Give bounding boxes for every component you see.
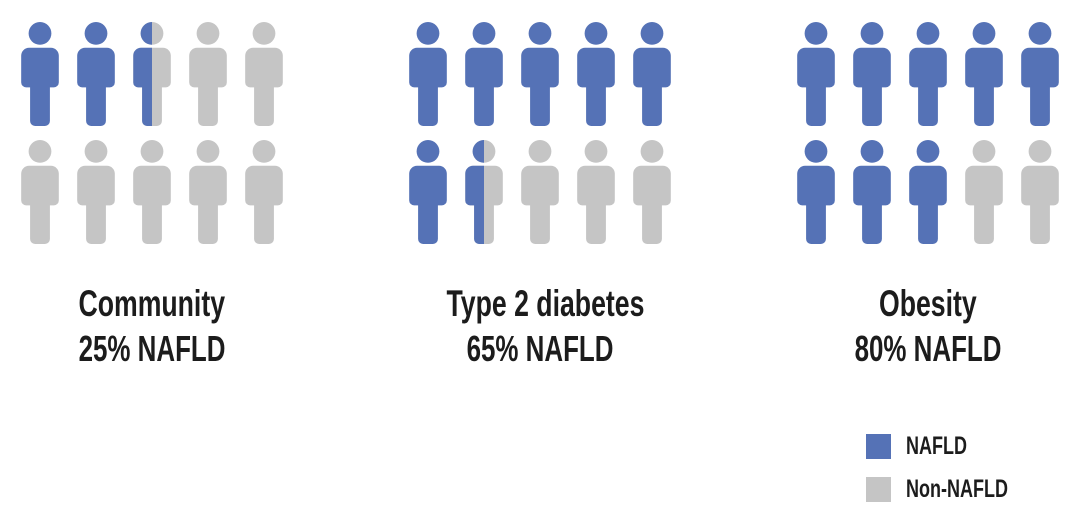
person-icon-nafld [20, 22, 60, 126]
person-icon-nafld [796, 22, 836, 126]
person-icon-nafld [632, 22, 672, 126]
person-icon-non-nafld [20, 140, 60, 244]
person-icon-non-nafld [520, 140, 560, 244]
group-labels-community: Community 25% NAFLD [20, 283, 284, 369]
icon-grid-type-2-diabetes [408, 22, 672, 244]
person-icon-nafld [520, 22, 560, 126]
person-icon-non-nafld [244, 22, 284, 126]
icon-grid-obesity [796, 22, 1060, 244]
person-icon-non-nafld [188, 22, 228, 126]
person-icon-non-nafld [1020, 140, 1060, 244]
person-icon-nafld [408, 22, 448, 126]
group-value-type-2-diabetes: 65% NAFLD [466, 327, 614, 369]
legend-label-non-nafld: Non-NAFLD [906, 474, 1008, 503]
icon-grid-community [20, 22, 284, 244]
person-icon-nafld [964, 22, 1004, 126]
nafld-swatch-icon [866, 433, 891, 459]
person-icon-half-nafld [464, 140, 504, 244]
group-value-community: 25% NAFLD [78, 327, 226, 369]
person-icon-non-nafld [576, 140, 616, 244]
person-icon-non-nafld [632, 140, 672, 244]
person-icon-nafld [464, 22, 504, 126]
group-value-obesity: 80% NAFLD [854, 327, 1002, 369]
group-community: Community 25% NAFLD [20, 22, 284, 368]
group-title-obesity: Obesity [879, 283, 977, 324]
person-icon-nafld [796, 140, 836, 244]
person-icon-nafld [1020, 22, 1060, 126]
group-labels-obesity: Obesity 80% NAFLD [796, 283, 1060, 369]
person-icon-nafld [76, 22, 116, 126]
person-icon-nafld [852, 22, 892, 126]
person-icon-non-nafld [132, 140, 172, 244]
group-obesity: Obesity 80% NAFLD [796, 22, 1060, 368]
person-icon-nafld [908, 22, 948, 126]
person-icon-nafld [852, 140, 892, 244]
person-icon-nafld [908, 140, 948, 244]
legend-item-nafld: NAFLD [866, 431, 1048, 460]
group-type-2-diabetes: Type 2 diabetes 65% NAFLD [408, 22, 672, 368]
non-nafld-swatch-icon [866, 476, 891, 502]
legend-label-nafld: NAFLD [906, 431, 967, 460]
legend-item-non-nafld: Non-NAFLD [866, 474, 1048, 503]
person-icon-non-nafld [244, 140, 284, 244]
person-icon-half-nafld [132, 22, 172, 126]
person-icon-non-nafld [76, 140, 116, 244]
group-labels-type-2-diabetes: Type 2 diabetes 65% NAFLD [408, 283, 672, 369]
legend: NAFLD Non-NAFLD [866, 431, 1048, 519]
group-title-community: Community [78, 283, 226, 324]
person-icon-nafld [408, 140, 448, 244]
group-title-type-2-diabetes: Type 2 diabetes [446, 283, 645, 324]
person-icon-non-nafld [188, 140, 228, 244]
person-icon-non-nafld [964, 140, 1004, 244]
person-icon-nafld [576, 22, 616, 126]
